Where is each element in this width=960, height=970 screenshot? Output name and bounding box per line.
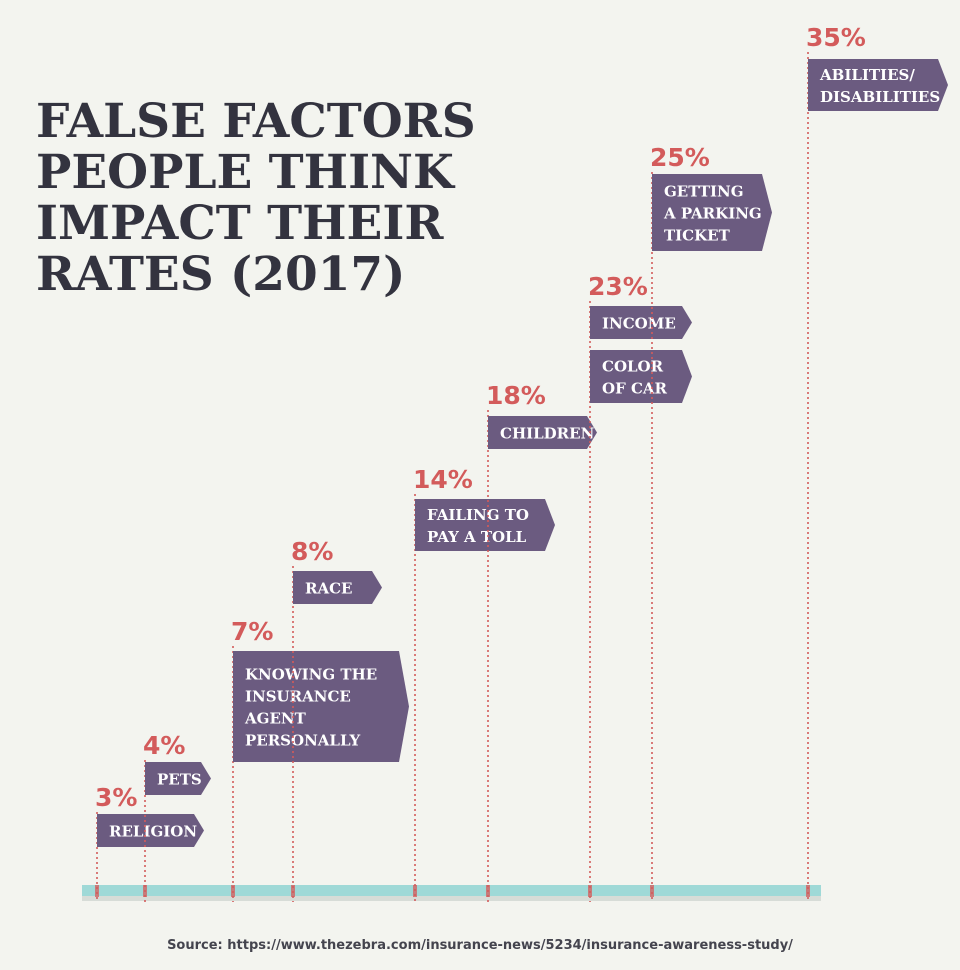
factor-label: PERSONALLY bbox=[245, 732, 361, 750]
factor-children: 18% CHILDREN bbox=[486, 381, 597, 902]
factor-label: GETTING bbox=[664, 183, 744, 201]
percent-label: 3% bbox=[95, 783, 137, 812]
axis-tick bbox=[291, 885, 295, 897]
chart-marks: 3% RELIGION 4% PETS 7% KNOWING THE INSURANCE AG… bbox=[95, 23, 948, 902]
axis-tick bbox=[95, 885, 99, 897]
factor-label: AGENT bbox=[244, 710, 307, 728]
source-note: Source: https://www.thezebra.com/insuran… bbox=[167, 938, 793, 953]
factor-failing-to-pay-a-toll: 14% FAILING TO PAY A TOLL bbox=[413, 465, 555, 902]
factor-label: ABILITIES/ bbox=[819, 66, 915, 84]
factor-knowing-the-insurance-agent-personally: 7% KNOWING THE INSURANCE AGENT PERSONALLY bbox=[231, 617, 409, 902]
factor-label: DISABILITIES bbox=[820, 88, 940, 106]
label-box bbox=[808, 59, 948, 111]
percent-label: 23% bbox=[588, 272, 648, 301]
factor-label: KNOWING THE bbox=[245, 666, 377, 684]
label-box bbox=[293, 571, 382, 604]
factor-label: OF CAR bbox=[602, 380, 668, 398]
chart-title: FALSE FACTORS PEOPLE THINK IMPACT THEIR … bbox=[36, 94, 476, 302]
factor-pets: 4% PETS bbox=[143, 731, 211, 902]
axis-tick bbox=[486, 885, 490, 897]
axis-tick bbox=[143, 885, 147, 897]
percent-label: 7% bbox=[231, 617, 273, 646]
axis-tick bbox=[588, 885, 592, 897]
percent-label: 35% bbox=[806, 23, 866, 52]
factor-getting-a-parking-ticket: 25% GETTING A PARKING TICKET bbox=[650, 143, 772, 902]
label-box bbox=[415, 499, 555, 551]
factor-label: A PARKING bbox=[663, 205, 762, 223]
factor-label: TICKET bbox=[664, 227, 731, 245]
label-box bbox=[652, 174, 772, 251]
factor-race: 8% RACE bbox=[291, 537, 382, 902]
label-box bbox=[488, 416, 597, 449]
factor-label: INCOME bbox=[602, 315, 676, 333]
factor-label: COLOR bbox=[602, 358, 664, 376]
factor-label: INSURANCE bbox=[245, 688, 351, 706]
percent-label: 14% bbox=[413, 465, 473, 494]
x-axis-bar bbox=[82, 885, 821, 896]
factor-abilities-disabilities: 35% ABILITIES/DISABILITIES bbox=[806, 23, 948, 902]
axis-tick bbox=[413, 885, 417, 897]
factor-label: FAILING TO bbox=[427, 506, 529, 524]
factor-label: PETS bbox=[157, 771, 202, 789]
x-axis-shadow bbox=[82, 895, 821, 901]
percent-label: 18% bbox=[486, 381, 546, 410]
factor-label: PAY A TOLL bbox=[427, 528, 527, 546]
chart-svg: 3% RELIGION 4% PETS 7% KNOWING THE INSURANCE AG… bbox=[82, 23, 948, 902]
label-box bbox=[233, 651, 409, 762]
factor-income-color-of-car: 23% INCOME COLOR OF CAR bbox=[588, 272, 692, 902]
factor-label: CHILDREN bbox=[500, 425, 595, 443]
axis-tick bbox=[806, 885, 810, 897]
label-box bbox=[590, 350, 692, 403]
factor-religion: 3% RELIGION bbox=[95, 783, 204, 902]
percent-label: 25% bbox=[650, 143, 710, 172]
label-box bbox=[145, 762, 211, 795]
factor-label: RELIGION bbox=[109, 823, 197, 841]
axis-tick bbox=[650, 885, 654, 897]
percent-label: 4% bbox=[143, 731, 185, 760]
percent-label: 8% bbox=[291, 537, 333, 566]
factor-label: RACE bbox=[305, 580, 352, 598]
label-box bbox=[590, 306, 692, 339]
label-box bbox=[97, 814, 204, 847]
axis-tick bbox=[231, 885, 235, 897]
